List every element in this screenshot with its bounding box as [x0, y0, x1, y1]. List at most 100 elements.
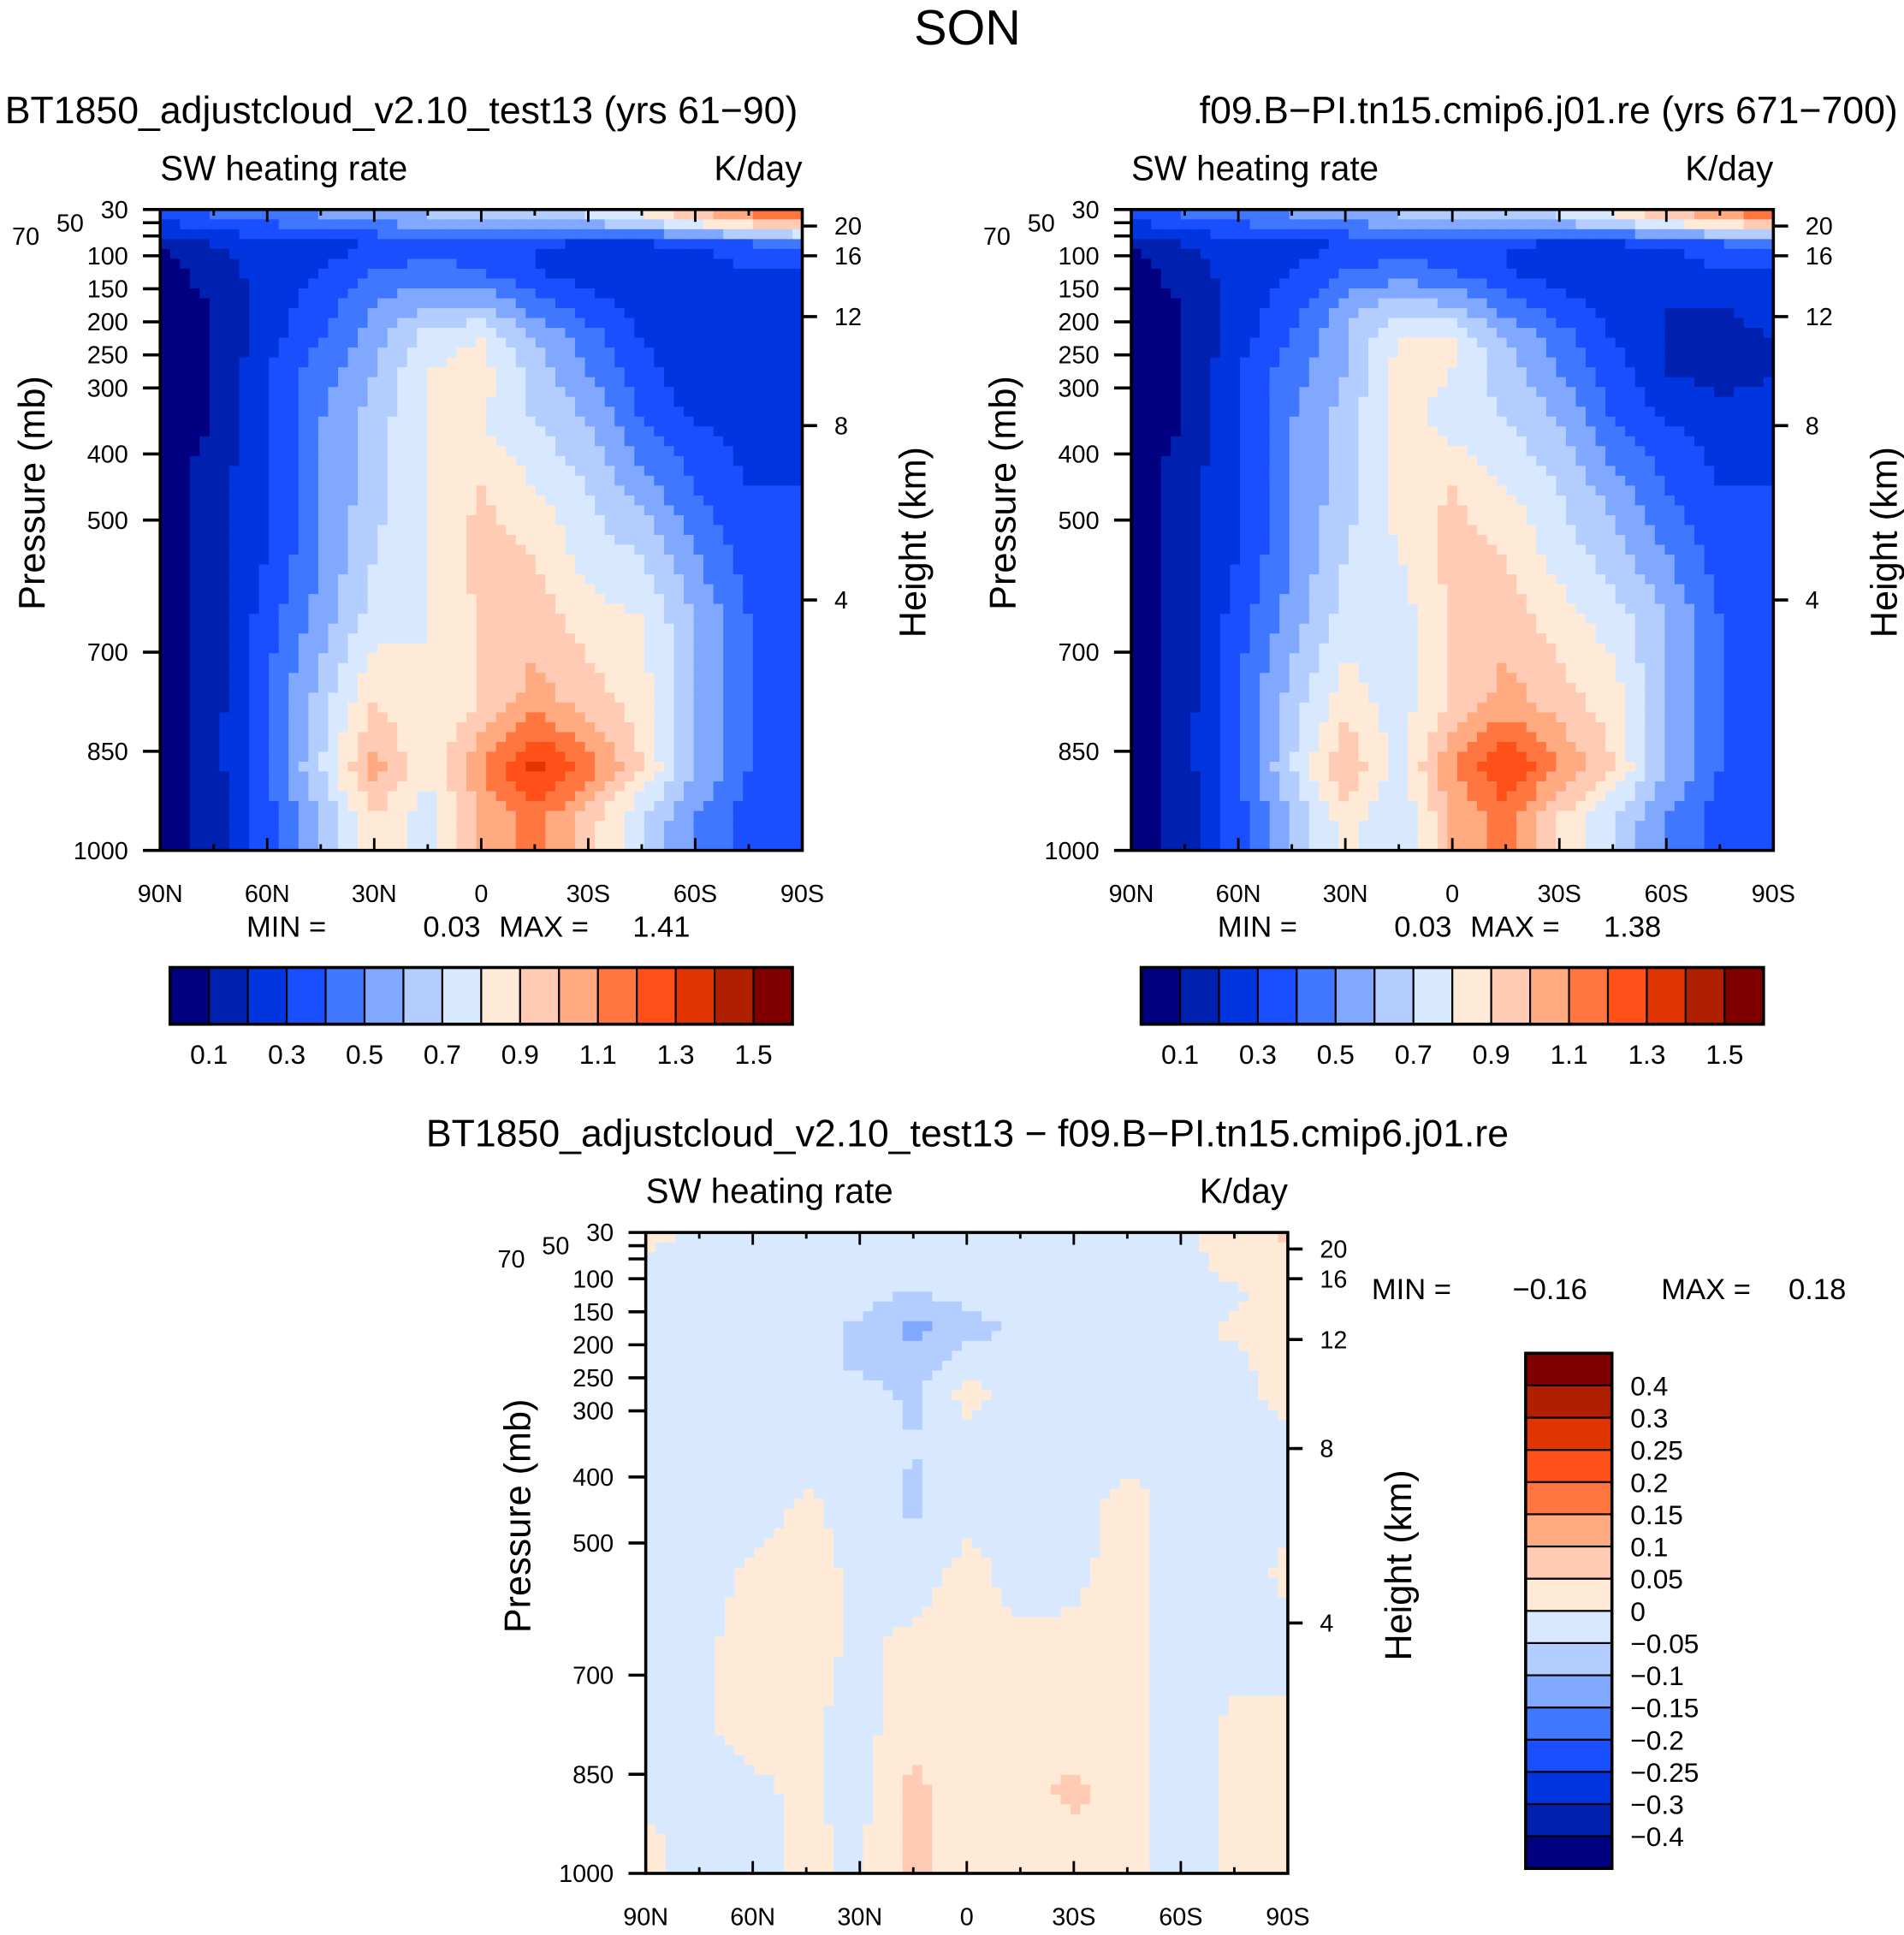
heatmap-cell — [614, 466, 626, 477]
heatmap-cell — [654, 544, 665, 555]
heatmap-cell — [1437, 229, 1449, 240]
heatmap-cell — [308, 446, 319, 457]
heatmap-cell — [1467, 239, 1478, 250]
heatmap-cell — [426, 219, 438, 230]
heatmap-cell — [377, 278, 389, 289]
heatmap-cell — [614, 555, 626, 566]
heatmap-cell — [792, 367, 804, 378]
heatmap-cell — [476, 702, 488, 714]
heatmap-cell — [1704, 278, 1715, 289]
heatmap-cell — [308, 367, 319, 378]
heatmap-cell — [328, 643, 339, 655]
heatmap-cell — [792, 653, 804, 664]
heatmap-cell — [575, 455, 586, 467]
heatmap-cell — [417, 544, 428, 555]
heatmap-cell — [199, 514, 211, 526]
heatmap-cell — [199, 594, 211, 605]
heatmap-cell — [515, 801, 527, 812]
heatmap-cell — [1497, 248, 1508, 260]
heatmap-cell — [180, 830, 191, 842]
heatmap-cell — [269, 328, 280, 339]
heatmap-cell — [495, 505, 507, 516]
heatmap-cell — [219, 564, 230, 575]
heatmap-cell — [663, 633, 675, 644]
heatmap-cell — [772, 258, 784, 270]
heatmap-cell — [377, 633, 389, 644]
heatmap-cell — [604, 248, 616, 260]
y2-tick-label: 8 — [834, 413, 848, 440]
heatmap-cell — [752, 268, 764, 280]
heatmap-cell — [456, 840, 467, 852]
heatmap-cell — [1358, 209, 1369, 221]
heatmap-cell — [249, 633, 260, 644]
heatmap-cell — [713, 239, 725, 250]
heatmap-cell — [506, 682, 517, 694]
heatmap-cell — [466, 712, 477, 723]
heatmap-cell — [624, 535, 636, 546]
heatmap-cell — [673, 475, 685, 487]
heatmap-cell — [288, 574, 300, 585]
heatmap-cell — [752, 614, 764, 625]
heatmap-cell — [249, 209, 260, 221]
heatmap-cell — [189, 584, 201, 596]
heatmap-cell — [337, 485, 349, 496]
heatmap-cell — [713, 416, 725, 428]
heatmap-cell — [1180, 239, 1192, 250]
heatmap-cell — [525, 525, 537, 536]
heatmap-cell — [317, 258, 329, 270]
heatmap-cell — [1249, 278, 1260, 289]
heatmap-cell — [782, 662, 793, 674]
heatmap-cell — [1447, 258, 1458, 270]
colorbar-swatch — [441, 966, 483, 1025]
heatmap-cell — [337, 288, 349, 300]
heatmap-cell — [1486, 288, 1498, 300]
heatmap-cell — [1437, 288, 1449, 300]
heatmap-cell — [466, 229, 477, 240]
heatmap-cell — [358, 830, 369, 842]
heatmap-cell — [1417, 219, 1429, 230]
heatmap-cell — [160, 505, 171, 516]
heatmap-cell — [1645, 298, 1656, 309]
heatmap-cell — [249, 791, 260, 802]
heatmap-cell — [614, 239, 626, 250]
heatmap-cell — [1230, 308, 1241, 319]
heatmap-cell — [298, 318, 310, 329]
heatmap-cell — [595, 721, 606, 733]
heatmap-cell — [1141, 298, 1153, 309]
heatmap-cell — [555, 771, 566, 782]
heatmap-cell — [792, 535, 804, 546]
heatmap-cell — [456, 751, 467, 763]
heatmap-cell — [278, 623, 290, 635]
heatmap-cell — [317, 219, 329, 230]
heatmap-cell — [584, 298, 596, 309]
heatmap-cell — [1723, 239, 1735, 250]
heatmap-cell — [1634, 209, 1646, 221]
heatmap-cell — [1743, 258, 1755, 270]
heatmap-cell — [387, 455, 399, 467]
heatmap-cell — [663, 347, 675, 359]
heatmap-cell — [347, 387, 359, 398]
heatmap-cell — [328, 662, 339, 674]
heatmap-cell — [634, 396, 645, 408]
heatmap-cell — [317, 574, 329, 585]
heatmap-cell — [337, 455, 349, 467]
heatmap-cell — [358, 662, 369, 674]
heatmap-cell — [703, 396, 715, 408]
heatmap-cell — [406, 505, 418, 516]
heatmap-cell — [180, 771, 191, 782]
heatmap-cell — [604, 821, 616, 832]
heatmap-cell — [189, 229, 201, 240]
heatmap-cell — [426, 830, 438, 842]
heatmap-cell — [446, 229, 458, 240]
heatmap-cell — [1171, 209, 1182, 221]
heatmap-cell — [308, 436, 319, 448]
heatmap-cell — [782, 328, 793, 339]
heatmap-cell — [595, 791, 606, 802]
heatmap-cell — [782, 387, 793, 398]
heatmap-cell — [743, 633, 754, 644]
heatmap-cell — [693, 239, 704, 250]
heatmap-cell — [1545, 258, 1557, 270]
heatmap-cell — [1348, 258, 1360, 270]
heatmap-cell — [673, 278, 685, 289]
heatmap-cell — [209, 485, 221, 496]
